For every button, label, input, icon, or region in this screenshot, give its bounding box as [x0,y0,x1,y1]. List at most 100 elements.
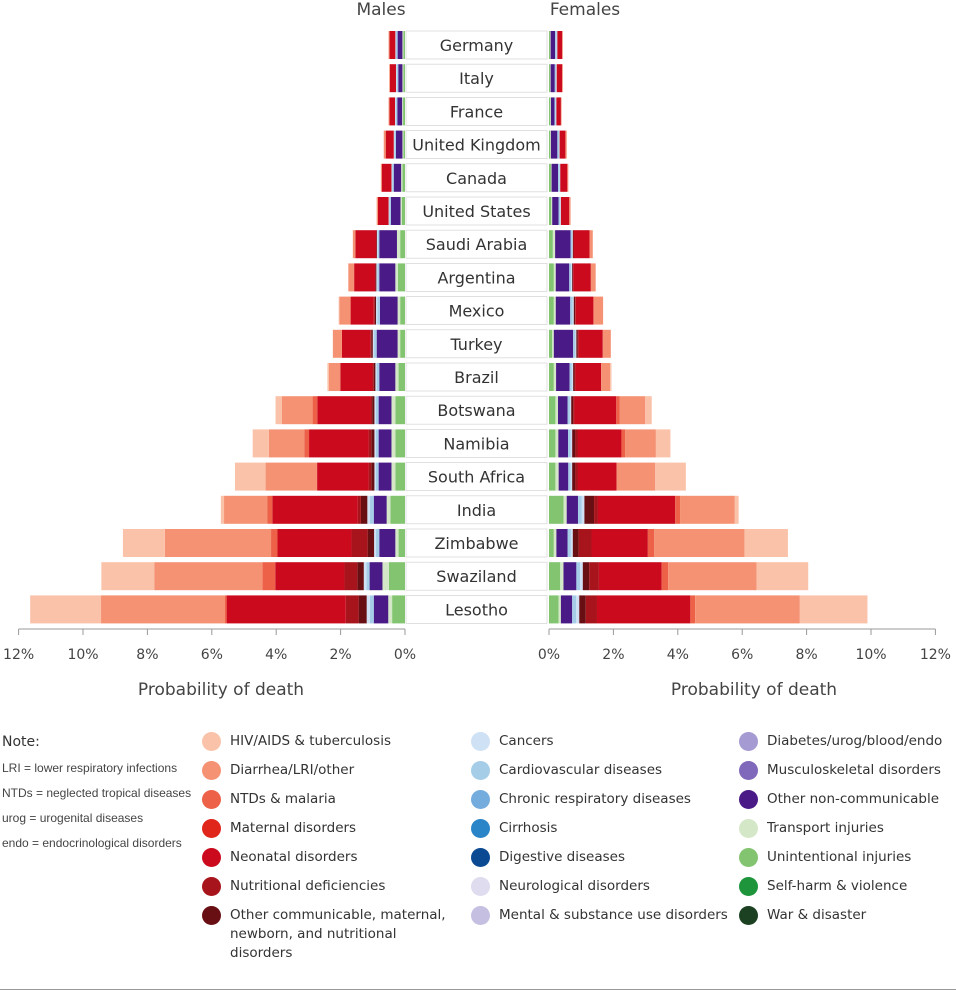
country-label: France [450,102,503,121]
bar-segment-male-neonatal [350,296,374,325]
bar-segment-male-othercomm [371,429,375,458]
bar-segment-male-unintentional [398,363,405,391]
bar-segment-male-neonatal [381,163,392,192]
country-label: Mexico [449,302,505,321]
legend-swatch [739,906,758,925]
note-title: Note: [2,734,40,750]
bar-segment-female-diarrhea [590,263,596,292]
country-label: South Africa [428,468,525,487]
legend-label: Musculoskeletal disorders [767,762,941,778]
right-tick-label: 10% [855,647,886,663]
bar-segment-female-cancers [571,263,573,292]
bar-segment-female-othercomm [579,595,586,624]
country-label-box [405,362,548,392]
bar-segment-male-cardio [392,163,394,192]
bar-segment-female-unintentional [549,31,550,59]
country-row: Germany [388,30,563,60]
bar-segment-male-diarrhea [265,462,318,491]
bar-segment-female-diarrhea [602,329,611,358]
bar-segment-female-hiv [655,462,686,491]
bar-segment-female-transport [558,595,561,624]
bar-segment-female-cardio [567,396,570,425]
bar-segment-female-cancers [556,31,558,59]
bar-segment-female-transport [555,396,559,425]
bar-segment-female-cancers [581,495,585,524]
legend-label: Maternal disorders [230,820,357,836]
bar-segment-female-transport [551,197,553,225]
bar-segment-male-unintentional [395,429,405,458]
bar-segment-female-transport [552,329,554,358]
bar-segment-male-otherncd [398,64,403,93]
bar-segment-male-transport [402,64,404,93]
country-label-box [405,196,548,226]
bar-segment-female-neonatal [556,64,563,93]
bar-segment-male-ntd [225,595,227,624]
bar-segment-male-transport [395,263,398,292]
bar-segment-female-unintentional [549,197,552,225]
bar-segment-male-cancers [374,396,377,425]
bar-segment-female-cancers [570,429,573,458]
bar-segment-female-unintentional [549,462,556,491]
bar-segment-male-nutrition [370,396,373,425]
bar-segment-male-cancers [395,64,397,93]
legend-swatch [471,732,490,751]
country-label-box [405,495,548,525]
legend-item-nutrition: Nutritional deficiencies [202,877,462,906]
bar-segment-male-cardio [377,296,380,325]
left-tick-label: 8% [136,647,158,663]
bar-segment-female-cancers [556,64,557,93]
bar-segment-female-diarrhea [569,197,571,225]
bar-segment-female-cardio [569,363,572,391]
legend-label: Diabetes/urog/blood/endo [767,733,943,749]
bar-segment-female-unintentional [549,130,551,159]
country-label-box [405,528,548,558]
bar-segment-female-unintentional [549,64,550,93]
bar-segment-female-othercomm [573,296,576,325]
bar-segment-male-diarrhea [281,396,313,425]
bar-segment-male-diarrhea [348,263,355,292]
country-row: South Africa [234,462,686,492]
bar-segment-female-cancers [576,595,580,624]
bar-segment-male-otherncd [378,462,392,491]
legend-label: Other communicable, maternal, newborn, a… [230,907,446,961]
country-label: Canada [446,169,507,188]
bar-segment-female-diarrhea [560,97,562,126]
note-block: Note: LRI = lower respiratory infections… [2,734,191,856]
bar-segment-male-neonatal [226,595,346,624]
country-label-box [405,97,548,126]
country-row: India [220,495,739,525]
bar-segment-male-cancers [388,197,390,225]
bar-segment-male-otherncd [379,363,396,391]
bar-segment-female-unintentional [549,97,551,126]
bar-segment-male-hiv [122,529,165,557]
country-label-box [405,163,548,193]
country-label: United States [422,202,530,221]
legend-column: HIV/AIDS & tuberculosis Diarrhea/LRI/othe… [202,732,462,961]
bar-segment-male-nutrition [368,462,372,491]
bar-segment-male-unintentional [398,529,405,557]
bar-segment-female-transport [549,31,551,59]
legend-item-neonatal: Neonatal disorders [202,848,462,877]
note-line: urog = urogenital diseases [2,811,144,825]
bar-segment-male-cancers [372,329,375,358]
bar-segment-female-unintentional [549,329,553,358]
bar-segment-female-neonatal [577,429,622,458]
bar-segment-female-otherncd [555,296,571,325]
country-row: Zimbabwe [122,528,788,558]
bar-segment-female-neonatal [575,296,594,325]
bar-segment-female-cardio [568,462,571,491]
bar-segment-female-ntd [647,529,655,557]
bar-segment-male-cancers [395,97,396,126]
bar-segment-female-otherncd [553,329,574,358]
bar-segment-male-unintentional [400,329,405,358]
legend-item-othercomm: Other communicable, maternal, newborn, a… [202,906,462,961]
bar-segment-male-diarrhea [352,230,356,259]
bar-segment-male-hiv [101,562,155,591]
country-label: Botswana [437,401,515,420]
bar-segment-male-neonatal [317,396,371,425]
country-label-box [405,395,548,425]
bar-segment-male-cardio [376,429,379,458]
bar-segment-male-diarrhea [268,429,305,458]
bar-segment-female-nutrition [589,562,599,591]
bar-segment-female-cancers [580,562,583,591]
